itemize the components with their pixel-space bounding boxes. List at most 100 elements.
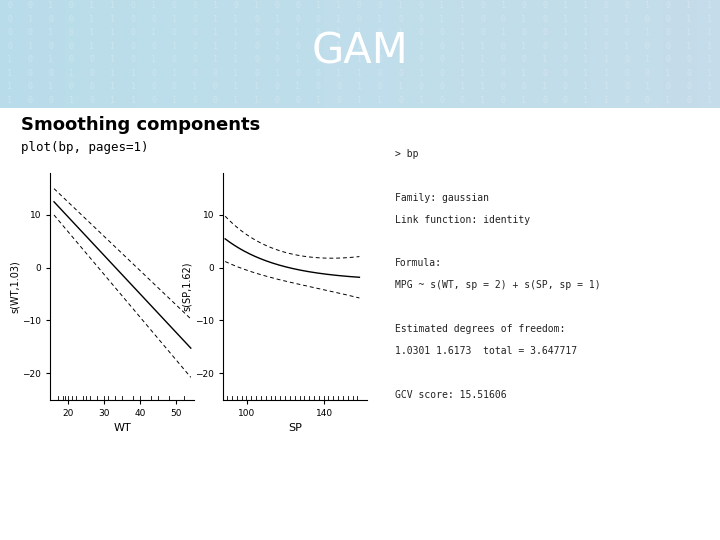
Text: 1: 1 [151, 28, 156, 37]
Text: 0: 0 [645, 42, 650, 51]
Text: 0: 0 [274, 1, 279, 10]
Bar [655, 0, 662, 108]
Text: 1: 1 [233, 96, 238, 105]
Bar [403, 0, 410, 108]
Bar [446, 0, 454, 108]
Text: 1: 1 [110, 15, 115, 24]
Text: 0: 0 [686, 82, 691, 91]
Text: 0: 0 [624, 82, 629, 91]
Text: 1: 1 [645, 28, 650, 37]
Text: 0: 0 [316, 15, 321, 24]
Text: 1: 1 [480, 42, 485, 51]
Bar [259, 0, 266, 108]
Text: 0: 0 [274, 28, 279, 37]
Text: 0: 0 [357, 1, 362, 10]
Text: 0: 0 [89, 69, 94, 78]
Text: 1: 1 [172, 69, 177, 78]
Text: 1: 1 [562, 1, 567, 10]
Bar [497, 0, 504, 108]
Bar [238, 0, 245, 108]
Text: 1: 1 [89, 1, 94, 10]
Text: 1: 1 [480, 96, 485, 105]
Text: 0: 0 [252, 521, 257, 530]
Text: 1: 1 [460, 69, 465, 78]
Text: 0: 0 [69, 1, 74, 10]
Text: 1: 1 [460, 28, 465, 37]
Bar [590, 0, 598, 108]
X-axis label: SP: SP [288, 423, 302, 433]
Text: 1: 1 [480, 69, 485, 78]
Text: 0: 0 [624, 69, 629, 78]
Text: 0: 0 [439, 82, 444, 91]
Bar [86, 0, 94, 108]
Bar [454, 0, 461, 108]
Text: 1: 1 [583, 42, 588, 51]
Text: 1: 1 [357, 82, 362, 91]
Text: 0: 0 [501, 69, 506, 78]
Text: 1: 1 [501, 1, 506, 10]
Bar [619, 0, 626, 108]
Text: 1: 1 [480, 55, 485, 64]
Text: 1: 1 [583, 1, 588, 10]
Text: 0: 0 [295, 15, 300, 24]
Text: 1: 1 [233, 55, 238, 64]
Text: 0: 0 [357, 15, 362, 24]
Text: 0: 0 [432, 521, 437, 530]
Text: 0: 0 [192, 15, 197, 24]
Text: 0: 0 [28, 96, 33, 105]
Text: 1: 1 [28, 15, 33, 24]
Text: 1: 1 [336, 69, 341, 78]
Text: 1: 1 [360, 521, 365, 530]
Bar [43, 0, 50, 108]
Text: 0: 0 [665, 28, 670, 37]
Text: 1: 1 [706, 28, 711, 37]
Text: 1: 1 [460, 82, 465, 91]
Text: 1: 1 [233, 42, 238, 51]
Text: 1: 1 [418, 69, 423, 78]
Text: 1: 1 [686, 42, 691, 51]
Bar [245, 0, 252, 108]
Bar [713, 0, 720, 108]
Text: 0: 0 [274, 96, 279, 105]
Text: 0: 0 [624, 1, 629, 10]
Bar [180, 0, 187, 108]
Text: 1: 1 [522, 521, 527, 530]
Text: 1: 1 [377, 96, 382, 105]
Text: 1: 1 [172, 42, 177, 51]
Text: 0: 0 [377, 69, 382, 78]
Text: 1: 1 [130, 69, 135, 78]
Text: 1: 1 [706, 1, 711, 10]
Bar [418, 0, 425, 108]
Text: 1: 1 [233, 28, 238, 37]
Bar [115, 0, 122, 108]
Text: 0: 0 [418, 28, 423, 37]
Text: 0: 0 [665, 55, 670, 64]
Bar [130, 0, 137, 108]
Text: 0: 0 [233, 1, 238, 10]
Text: 1: 1 [89, 28, 94, 37]
Text: 0: 0 [151, 96, 156, 105]
Text: 1: 1 [213, 28, 218, 37]
Text: 1: 1 [665, 96, 670, 105]
Text: 0: 0 [439, 55, 444, 64]
Text: 1: 1 [7, 96, 12, 105]
Bar [382, 0, 389, 108]
Bar [482, 0, 490, 108]
Bar [374, 0, 382, 108]
Text: 0: 0 [604, 1, 609, 10]
Text: 1: 1 [706, 15, 711, 24]
Bar [324, 0, 331, 108]
Text: 1: 1 [316, 1, 321, 10]
Text: 1: 1 [89, 15, 94, 24]
Text: 0: 0 [439, 69, 444, 78]
Text: 0: 0 [192, 1, 197, 10]
Text: 1: 1 [48, 28, 53, 37]
Text: 1: 1 [562, 28, 567, 37]
Text: 0: 0 [648, 521, 653, 530]
Text: 1: 1 [216, 521, 221, 530]
Text: 0: 0 [342, 521, 347, 530]
Text: Family: gaussian: Family: gaussian [395, 193, 489, 203]
Text: 0: 0 [480, 15, 485, 24]
Text: 0: 0 [69, 82, 74, 91]
Text: 1: 1 [398, 28, 403, 37]
